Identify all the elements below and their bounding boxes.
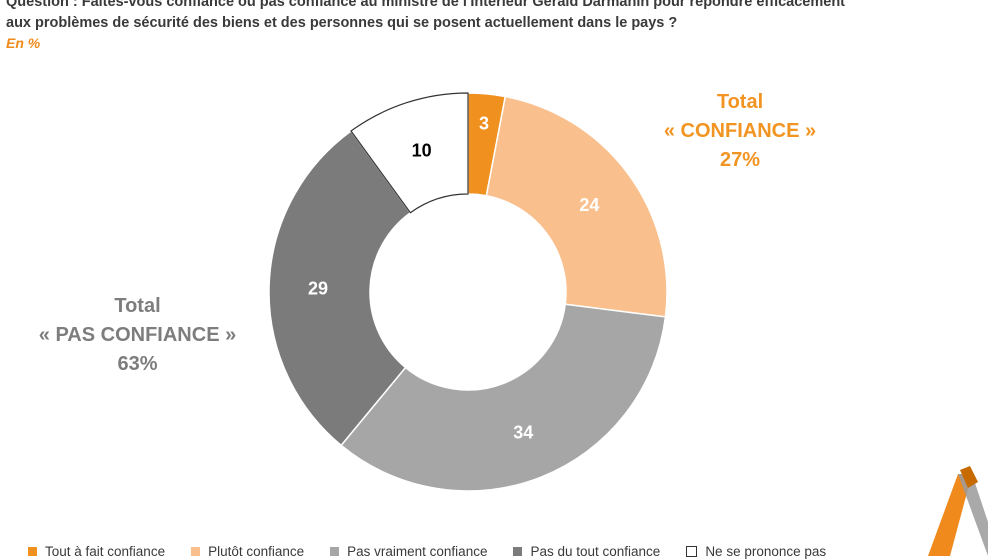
slice-value-label-3: 34 [513, 422, 533, 442]
donut-slice-3 [340, 303, 667, 492]
total-pas-confiance-value: 63% [117, 353, 158, 375]
total-confiance-line-1: Total [716, 91, 764, 113]
total-pas-confiance-label: Total « PAS CONFIANCE » 63% [25, 292, 250, 379]
brand-logo [928, 466, 988, 556]
legend-item-4: Pas du tout confiance [513, 544, 660, 559]
total-pas-confiance-line-1: Total [114, 295, 161, 317]
legend-swatch-4 [513, 547, 523, 556]
slice-value-label-5: 10 [412, 140, 432, 160]
legend-label-2: Plutôt confiance [208, 544, 305, 559]
donut-slice-2 [485, 95, 668, 318]
slice-value-label-4: 29 [308, 278, 328, 298]
total-confiance-line-2: « CONFIANCE » [663, 120, 817, 142]
legend-swatch-3 [330, 547, 340, 556]
legend-label-1: Tout à fait confiance [45, 544, 166, 559]
chart-legend: Tout à fait confiance Plutôt confiance Pas… [28, 544, 852, 559]
legend-item-1: Tout à fait confiance [28, 544, 165, 559]
legend-label-5: Ne se prononce pas [705, 544, 827, 559]
legend-item-5: Ne se prononce pas [686, 544, 826, 559]
total-confiance-label: Total « CONFIANCE » 27% [640, 88, 840, 175]
legend-swatch-1 [28, 547, 37, 556]
question-text: Question : Faites-vous confiance ou pas … [6, 0, 981, 34]
legend-label-3: Pas vraiment confiance [347, 544, 488, 559]
slice-value-label-1: 3 [479, 113, 489, 133]
unit-label: En % [6, 35, 41, 51]
total-pas-confiance-line-2: « PAS CONFIANCE » [38, 324, 237, 346]
donut-slice-4 [268, 129, 412, 447]
question-line-1: Question : Faites-vous confiance ou pas … [6, 0, 846, 10]
total-confiance-value: 27% [719, 149, 761, 171]
donut-slice-5 [350, 92, 469, 214]
legend-item-3: Pas vraiment confiance [330, 544, 487, 559]
legend-swatch-2 [191, 547, 201, 556]
question-line-2: aux problèmes de sécurité des biens et d… [6, 15, 678, 31]
legend-swatch-5 [686, 546, 698, 557]
slice-value-label-2: 24 [579, 195, 599, 215]
legend-item-2: Plutôt confiance [191, 544, 304, 559]
legend-label-4: Pas du tout confiance [530, 544, 661, 559]
